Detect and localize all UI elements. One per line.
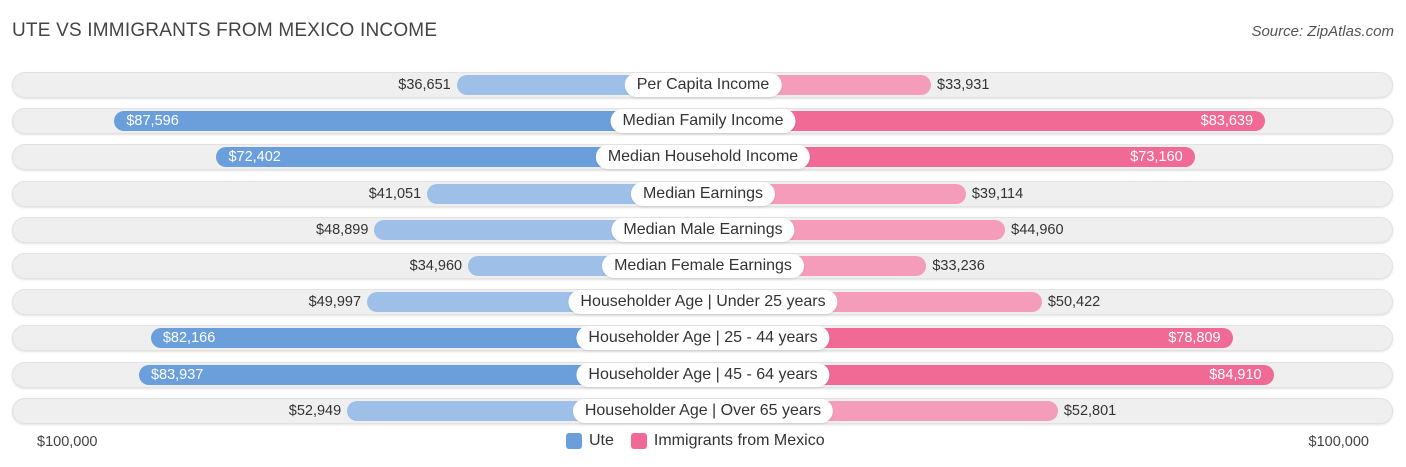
category-label: Median Household Income [595, 145, 811, 170]
category-label: Median Female Earnings [602, 254, 804, 278]
category-label: Householder Age | Over 65 years [572, 398, 834, 423]
value-label-ute: $49,997 [308, 294, 362, 311]
category-label: Median Male Earnings [611, 217, 795, 242]
value-label-immigrants: $83,639 [1200, 113, 1254, 130]
category-label: Householder Age | 25 - 44 years [576, 326, 830, 351]
value-label-ute: $83,937 [150, 366, 204, 383]
legend: Ute Immigrants from Mexico [566, 432, 842, 450]
bar-ute [114, 111, 703, 132]
value-label-ute: $41,051 [368, 185, 422, 202]
axis-right-label: $100,000 [1308, 434, 1369, 450]
value-label-ute: $34,960 [409, 258, 463, 274]
bar-immigrants [703, 111, 1266, 132]
value-label-ute: $36,651 [398, 77, 451, 93]
legend-label-immigrants: Immigrants from Mexico [653, 432, 825, 449]
legend-item-ute: Ute [566, 432, 614, 450]
category-label: Median Earnings [630, 181, 776, 206]
category-label: Householder Age | Under 25 years [568, 290, 838, 315]
legend-swatch-immigrants [630, 433, 647, 449]
legend-label-ute: Ute [589, 432, 614, 449]
category-label: Per Capita Income [624, 73, 782, 97]
value-label-immigrants: $44,960 [1011, 221, 1064, 238]
value-label-immigrants: $52,801 [1063, 402, 1117, 419]
value-label-immigrants: $50,422 [1047, 294, 1101, 311]
value-label-immigrants: $33,236 [932, 258, 985, 274]
value-label-ute: $48,899 [315, 221, 369, 238]
value-label-ute: $87,596 [126, 113, 179, 130]
legend-item-immigrants: Immigrants from Mexico [630, 432, 825, 450]
bar-ute [216, 147, 703, 168]
bar-immigrants [703, 364, 1274, 385]
source-label: Source: ZipAtlas.com [1251, 23, 1394, 40]
value-label-ute: $82,166 [162, 330, 216, 347]
chart-title: UTE VS IMMIGRANTS FROM MEXICO INCOME [12, 20, 438, 41]
value-label-immigrants: $39,114 [971, 185, 1024, 202]
category-label: Median Family Income [610, 109, 796, 134]
bar-immigrants [703, 328, 1233, 349]
value-label-immigrants: $73,160 [1130, 149, 1183, 166]
value-label-ute: $72,402 [228, 149, 281, 166]
value-label-immigrants: $78,809 [1168, 330, 1221, 347]
bar-ute [150, 328, 703, 349]
bar-ute [138, 364, 703, 385]
value-label-immigrants: $84,910 [1209, 366, 1262, 383]
value-label-immigrants: $33,931 [937, 77, 990, 93]
value-label-ute: $52,949 [288, 402, 342, 419]
axis-left-label: $100,000 [37, 434, 98, 450]
legend-swatch-ute [566, 433, 582, 449]
category-label: Householder Age | 45 - 64 years [576, 362, 830, 387]
bar-immigrants [703, 147, 1195, 168]
